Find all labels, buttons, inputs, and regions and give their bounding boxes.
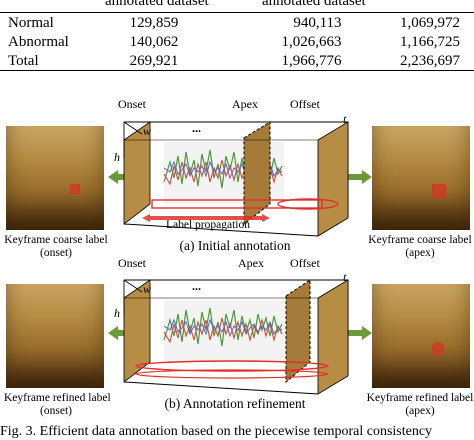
cell: 1,966,776 [281, 53, 342, 69]
cell: 129,859 [129, 15, 179, 31]
cell: 1,069,972 [400, 15, 460, 31]
offset-frame [317, 121, 349, 237]
propagation-arrow-icon [142, 214, 270, 222]
table-header-col2: annotated dataset [105, 0, 209, 9]
right-arrow-icon [342, 170, 372, 184]
onset-frame [123, 121, 151, 225]
right-caption: Keyframe coarse label (apex) [364, 234, 474, 260]
propagation-label: Label propagation [166, 219, 250, 231]
axis-w-label: w [143, 124, 152, 138]
ellipsis: ... [192, 279, 201, 293]
table-row: Abnormal 140,062 1,026,663 1,166,725 [0, 33, 474, 52]
left-caption: Keyframe coarse label (onset) [4, 234, 108, 260]
apex-label: Apex [238, 256, 264, 270]
video-volume-a [123, 121, 349, 237]
left-arrow-icon [108, 326, 138, 340]
axis-h-label: h [114, 306, 120, 320]
subcaption-b: (b) Annotation refinement [164, 396, 306, 411]
caption-line: Keyframe refined label [4, 392, 111, 404]
right-arrow-icon [342, 326, 372, 340]
figure-caption: Fig. 3. Efficient data annotation based … [0, 424, 433, 439]
refined-label-marker [432, 342, 444, 356]
offset-frame [317, 279, 349, 395]
caption-line: Keyframe coarse label [4, 234, 108, 246]
row-label: Normal [8, 15, 54, 31]
caption-line: (onset) [40, 247, 72, 259]
signal-green [163, 307, 283, 347]
cell: 940,113 [293, 15, 342, 31]
cell: 2,236,697 [400, 53, 460, 69]
left-arrow-icon [108, 170, 138, 184]
coarse-label-marker [70, 184, 80, 194]
table-body: Normal 129,859 940,113 1,069,972 Abnorma… [0, 14, 474, 71]
ellipsis: ... [192, 121, 201, 135]
caption-line: Keyframe coarse label [368, 234, 472, 246]
left-caption: Keyframe refined label (onset) [4, 392, 111, 418]
cell: 269,921 [129, 53, 179, 69]
table-rule-bottom [0, 70, 474, 71]
apex-frame [243, 121, 271, 226]
row-label: Abnormal [8, 34, 69, 50]
apex-keyframe-image [372, 284, 470, 388]
cell: 140,062 [129, 34, 179, 50]
table-header-col3: annotated dataset [262, 0, 366, 9]
axis-t-label: t [343, 270, 347, 284]
caption-line: Keyframe refined label [366, 392, 474, 404]
axis-h-label: h [114, 150, 120, 164]
cell: 1,026,663 [281, 34, 342, 50]
video-volume-b [123, 279, 349, 395]
offset-label: Offset [290, 97, 320, 111]
apex-frame [285, 279, 311, 384]
right-caption: Keyframe refined label (apex) [364, 392, 474, 418]
onset-label: Onset [118, 256, 146, 270]
cell: 1,166,725 [400, 34, 460, 50]
caption-line: (apex) [405, 247, 435, 259]
table-rule [0, 12, 474, 13]
caption-line: (apex) [405, 405, 435, 417]
onset-keyframe-image [6, 126, 104, 230]
signal-blue [163, 318, 283, 338]
onset-label: Onset [118, 97, 146, 111]
coarse-label-marker [432, 184, 446, 198]
axis-t-label: t [343, 112, 347, 126]
onset-keyframe-image [6, 284, 104, 388]
table-row: Total 269,921 1,966,776 2,236,697 [0, 52, 474, 71]
refined-track [135, 360, 329, 372]
onset-frame [123, 279, 151, 383]
caption-line: (onset) [40, 405, 72, 417]
offset-label: Offset [290, 256, 320, 270]
axis-w-label: w [143, 282, 152, 296]
row-label: Total [8, 53, 39, 69]
propagation-track [151, 199, 323, 209]
subcaption-a: (a) Initial annotation [179, 238, 291, 253]
apex-keyframe-image [372, 126, 470, 230]
apex-label: Apex [232, 97, 258, 111]
table-row: Normal 129,859 940,113 1,069,972 [0, 14, 474, 33]
